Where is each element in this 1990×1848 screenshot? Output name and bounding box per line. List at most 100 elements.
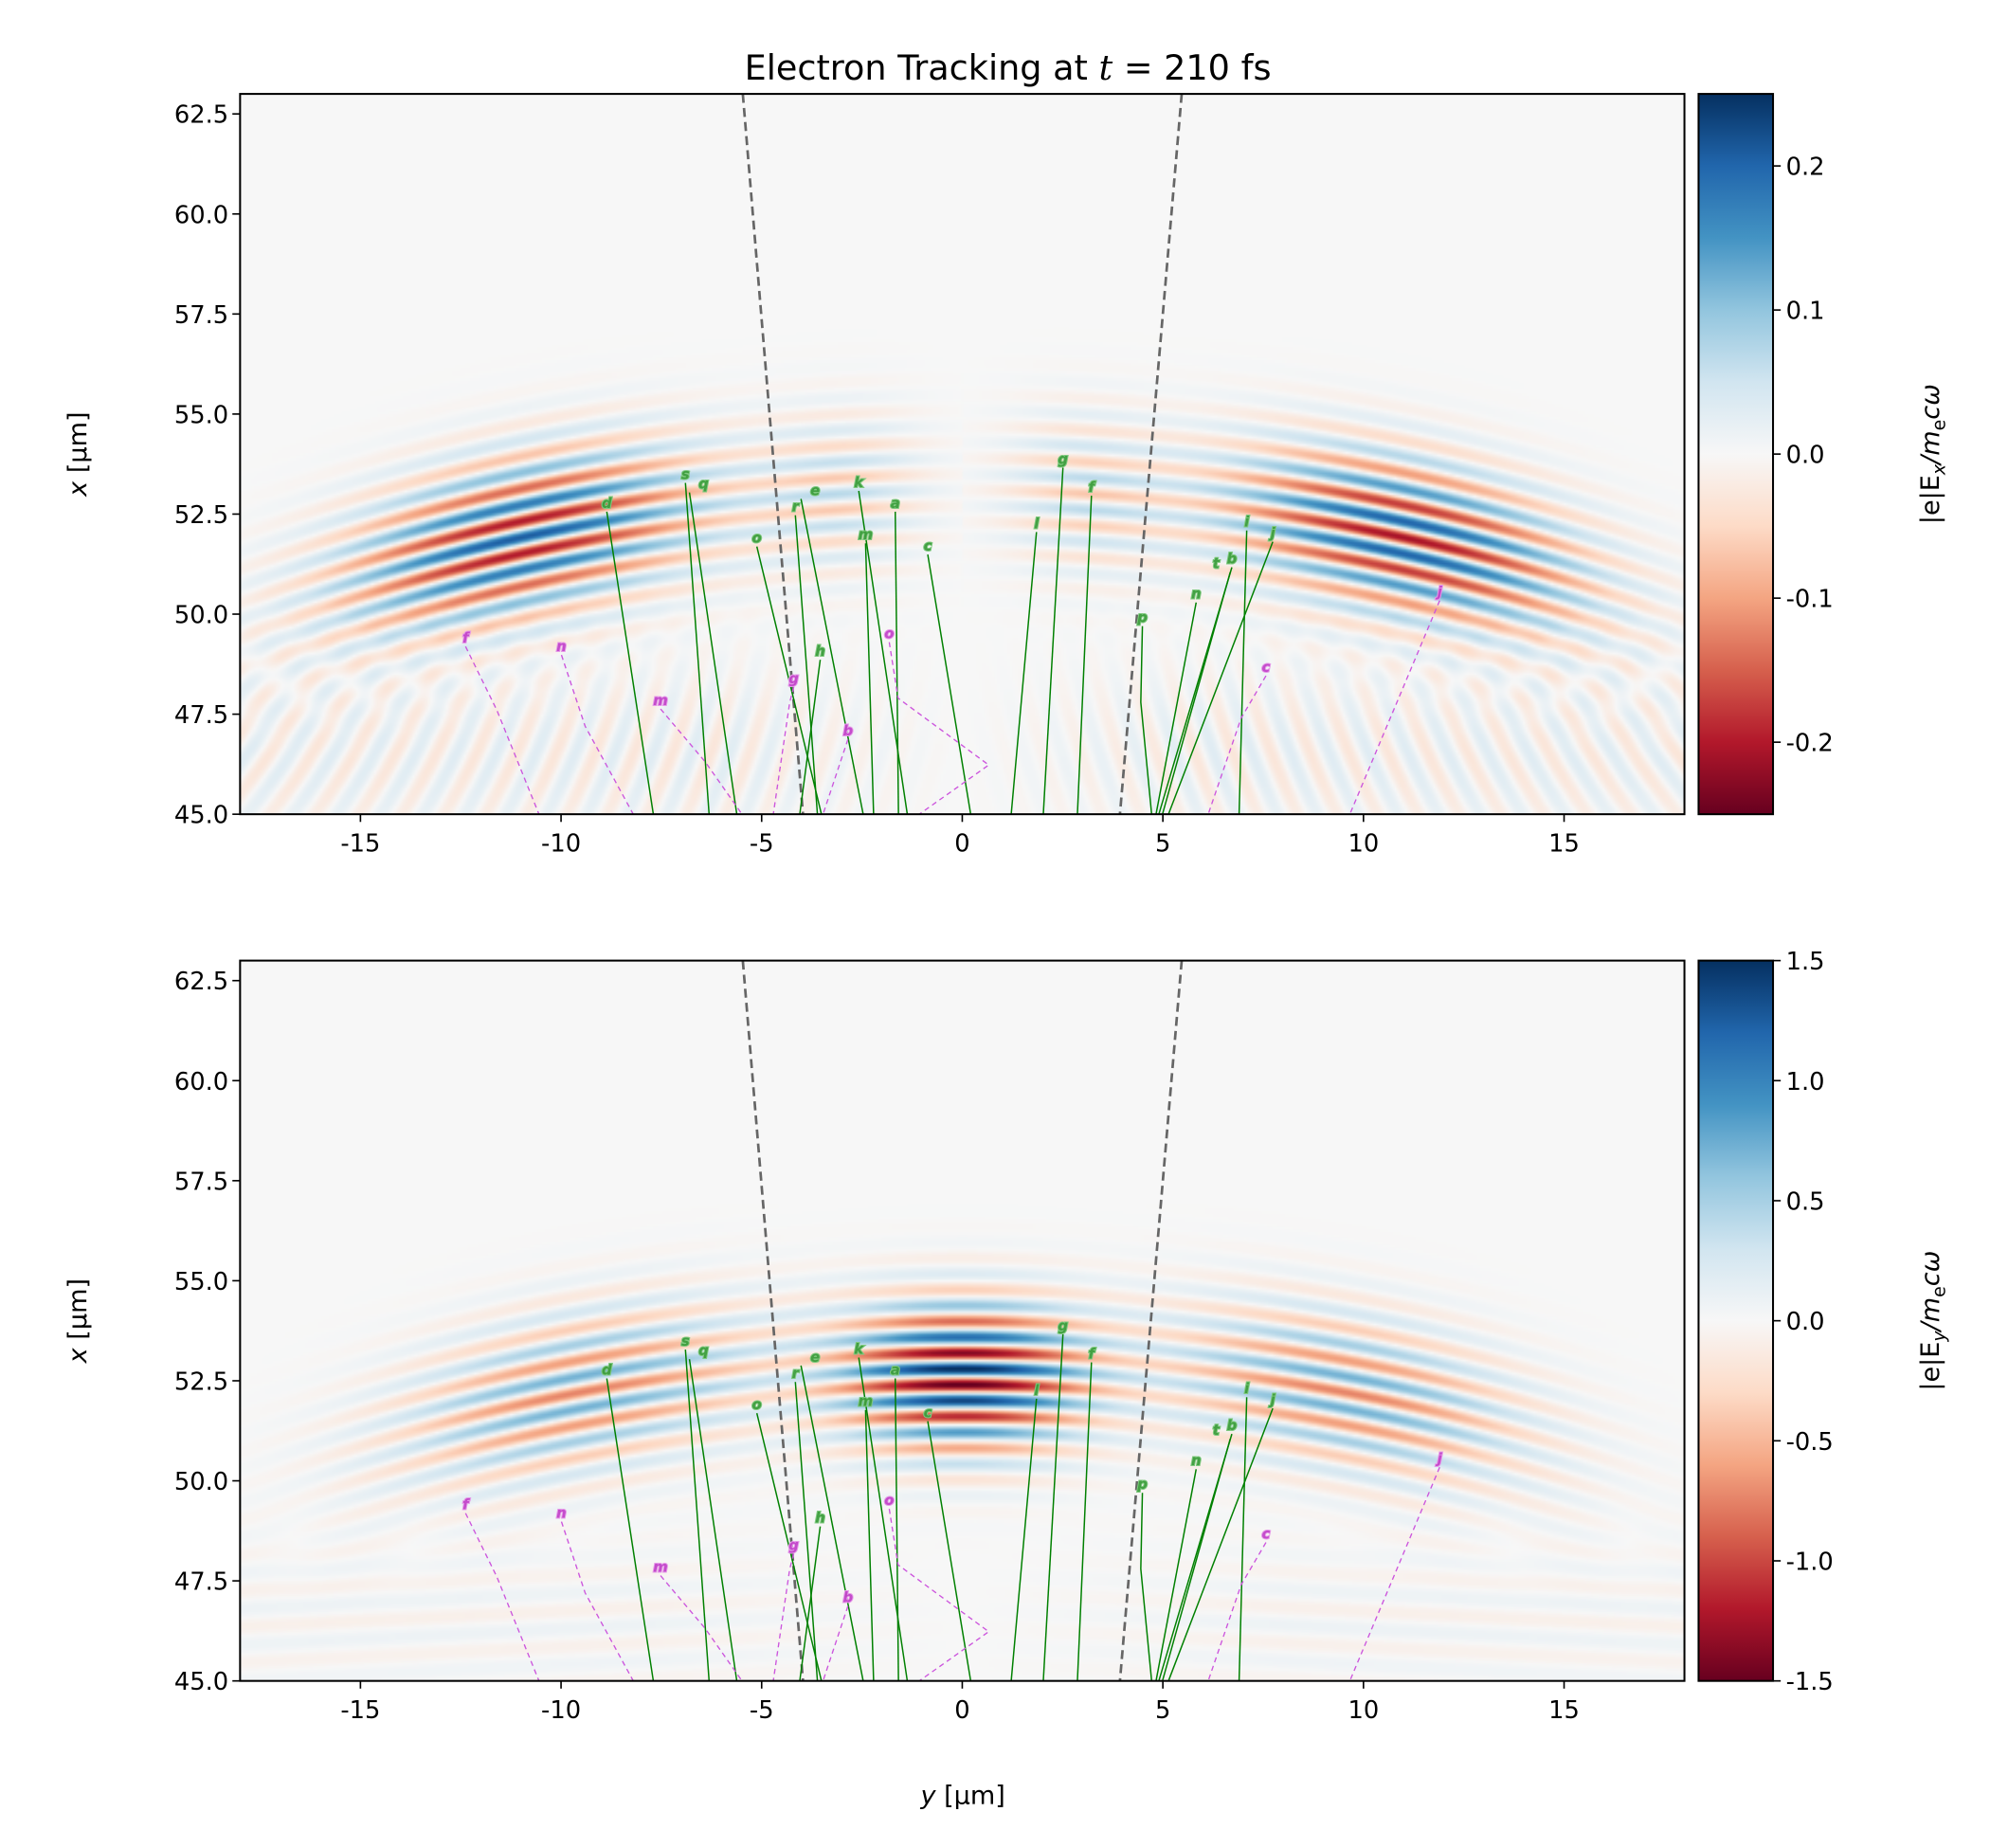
electron-track: [755, 546, 823, 815]
track-label: b: [842, 722, 853, 739]
electron-track: [1155, 602, 1198, 815]
y-tick-label: 62.5: [174, 101, 228, 130]
track-label: n: [556, 638, 567, 655]
electron-track: [560, 654, 634, 815]
y-tick-label: 52.5: [174, 501, 228, 530]
x-tick-label: -15: [340, 1696, 380, 1725]
boundary-line: [741, 960, 805, 1681]
colorbar-label: |e|Ey/mecω: [1916, 1251, 1950, 1391]
y-tick-label: 47.5: [174, 701, 228, 730]
electron-track: [858, 490, 909, 815]
track-label: j: [1436, 1450, 1443, 1467]
y-tick-label: 55.0: [174, 401, 228, 429]
track-label: i: [1244, 514, 1250, 531]
electron-track: [800, 498, 864, 815]
electron-track: [1207, 1542, 1267, 1681]
x-tick-label: -15: [340, 829, 380, 858]
track-label: k: [854, 1340, 864, 1357]
track-label: t: [1213, 1422, 1221, 1439]
colorbar-tick-label: 0.5: [1786, 1187, 1825, 1216]
electron-track: [895, 511, 899, 815]
track-label: b: [1227, 1417, 1238, 1434]
electron-track: [1348, 1466, 1440, 1681]
x-tick-label: 10: [1348, 829, 1379, 858]
electron-track: [684, 1349, 711, 1681]
colorbar-tick-label: 1.0: [1786, 1068, 1825, 1096]
track-label: c: [924, 1404, 932, 1422]
track-label: q: [698, 476, 709, 493]
track-label: o: [752, 530, 762, 547]
electron-track: [1042, 467, 1064, 815]
y-tick-label: 50.0: [174, 1468, 228, 1496]
y-tick-label: 62.5: [174, 968, 228, 996]
track-label: i: [1244, 1380, 1250, 1397]
x-tick-label: -5: [750, 1696, 774, 1725]
track-label: t: [1213, 555, 1221, 572]
track-label: g: [788, 670, 799, 687]
electron-track: [684, 482, 711, 815]
electron-track: [927, 553, 972, 815]
colorbar-tick-label: -0.5: [1786, 1428, 1834, 1457]
electron-track: [800, 1365, 864, 1681]
track-label: r: [792, 498, 801, 516]
y-tick-label: 45.0: [174, 1668, 228, 1696]
track-label: f: [462, 1496, 471, 1513]
electron-track: [858, 1357, 909, 1681]
track-label: h: [815, 643, 825, 660]
electron-track: [1162, 1439, 1231, 1681]
y-tick-label: 45.0: [174, 802, 228, 830]
electron-track: [1167, 541, 1274, 815]
x-tick-label: 0: [954, 829, 969, 858]
track-label: f: [1089, 479, 1097, 496]
track-label: m: [653, 1559, 668, 1576]
track-label: l: [1034, 1382, 1040, 1399]
x-tick-label: -10: [541, 1696, 581, 1725]
electron-track: [927, 1421, 972, 1681]
x-tick-label: -5: [750, 829, 774, 858]
electron-track: [660, 1575, 743, 1681]
colorbar: [1697, 93, 1775, 816]
electron-track: [799, 1526, 822, 1681]
x-tick-label: 15: [1548, 829, 1580, 858]
track-label: f: [462, 629, 471, 646]
y-tick-label: 52.5: [174, 1368, 228, 1396]
electron-track: [1162, 571, 1231, 815]
colorbar-tick-label: 1.5: [1786, 948, 1825, 976]
x-axis-label: y [µm]: [919, 1782, 1004, 1811]
electron-track: [895, 1378, 899, 1681]
colorbar-label: |e|Ex/mecω: [1916, 384, 1950, 524]
track-label: a: [891, 495, 900, 512]
electron-track: [606, 1378, 655, 1681]
electron-track: [794, 515, 819, 815]
electron-track: [888, 1509, 990, 1681]
electron-track: [1140, 625, 1153, 815]
track-label: d: [602, 1361, 612, 1378]
boundary-line: [1118, 94, 1184, 815]
x-tick-label: -10: [541, 829, 581, 858]
electron-track: [755, 1413, 823, 1681]
track-label: s: [681, 465, 690, 482]
y-tick-label: 57.5: [174, 1168, 228, 1196]
track-label: m: [859, 1393, 874, 1410]
electron-track: [822, 738, 849, 815]
track-label: c: [1262, 1526, 1271, 1543]
electron-track: [1207, 675, 1267, 815]
track-label: m: [859, 526, 874, 543]
track-label: e: [810, 481, 820, 498]
y-tick-label: 57.5: [174, 301, 228, 330]
track-label: b: [1227, 551, 1238, 568]
track-label: n: [1191, 1452, 1202, 1469]
electron-track: [1238, 1397, 1248, 1681]
electron-track: [864, 1409, 875, 1681]
colorbar-tick-label: -0.2: [1786, 730, 1834, 758]
track-label: g: [1058, 450, 1068, 467]
y-tick-label: 50.0: [174, 602, 228, 630]
electron-track: [1238, 530, 1248, 815]
colorbar-tick-label: -1.5: [1786, 1668, 1834, 1696]
electron-track: [464, 645, 540, 815]
track-label: j: [1269, 1391, 1276, 1408]
track-label: b: [842, 1589, 853, 1606]
x-tick-label: 5: [1155, 829, 1170, 858]
